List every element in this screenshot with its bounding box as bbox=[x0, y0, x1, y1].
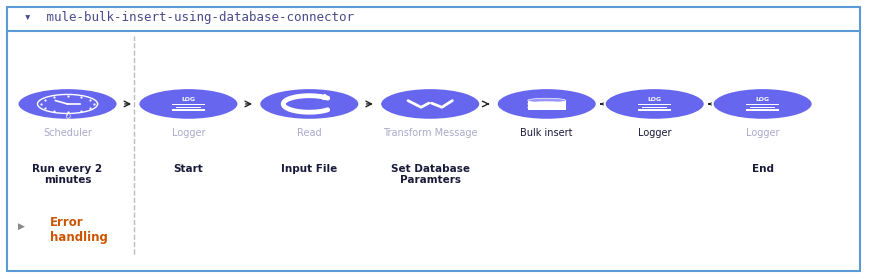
Ellipse shape bbox=[527, 105, 566, 110]
Text: Set Database
Paramters: Set Database Paramters bbox=[391, 163, 469, 185]
Text: Transform Message: Transform Message bbox=[383, 128, 477, 138]
Bar bbox=[172, 109, 205, 111]
Text: Start: Start bbox=[174, 163, 203, 174]
Text: Input File: Input File bbox=[282, 163, 337, 174]
Bar bbox=[746, 104, 779, 105]
Circle shape bbox=[65, 103, 70, 105]
Text: LOG: LOG bbox=[182, 97, 196, 102]
Bar bbox=[642, 107, 667, 108]
Bar bbox=[639, 104, 671, 105]
Circle shape bbox=[380, 88, 481, 120]
Text: Bulk insert: Bulk insert bbox=[521, 128, 573, 138]
Text: End: End bbox=[752, 163, 773, 174]
Bar bbox=[746, 109, 779, 111]
Ellipse shape bbox=[527, 102, 566, 106]
Circle shape bbox=[17, 88, 117, 120]
Bar bbox=[751, 107, 775, 108]
Circle shape bbox=[497, 88, 597, 120]
Circle shape bbox=[138, 88, 238, 120]
Text: Logger: Logger bbox=[746, 128, 779, 138]
Circle shape bbox=[605, 88, 705, 120]
Bar bbox=[527, 101, 566, 110]
Text: Run every 2
minutes: Run every 2 minutes bbox=[32, 163, 103, 185]
Text: Logger: Logger bbox=[638, 128, 672, 138]
Text: Logger: Logger bbox=[172, 128, 205, 138]
Ellipse shape bbox=[527, 98, 566, 103]
Circle shape bbox=[259, 88, 360, 120]
Text: LOG: LOG bbox=[647, 97, 661, 102]
Text: Scheduler: Scheduler bbox=[43, 128, 92, 138]
Text: Error
handling: Error handling bbox=[50, 216, 108, 244]
Bar bbox=[639, 109, 671, 111]
Text: Read: Read bbox=[297, 128, 322, 138]
FancyBboxPatch shape bbox=[7, 7, 860, 271]
Circle shape bbox=[713, 88, 813, 120]
Bar bbox=[176, 107, 201, 108]
Text: ▾  mule-bulk-insert-using-database-connector: ▾ mule-bulk-insert-using-database-connec… bbox=[24, 11, 355, 24]
Text: LOG: LOG bbox=[755, 97, 770, 102]
Bar bbox=[172, 104, 205, 105]
Text: ▶: ▶ bbox=[18, 222, 25, 230]
Text: ↻: ↻ bbox=[64, 112, 70, 121]
